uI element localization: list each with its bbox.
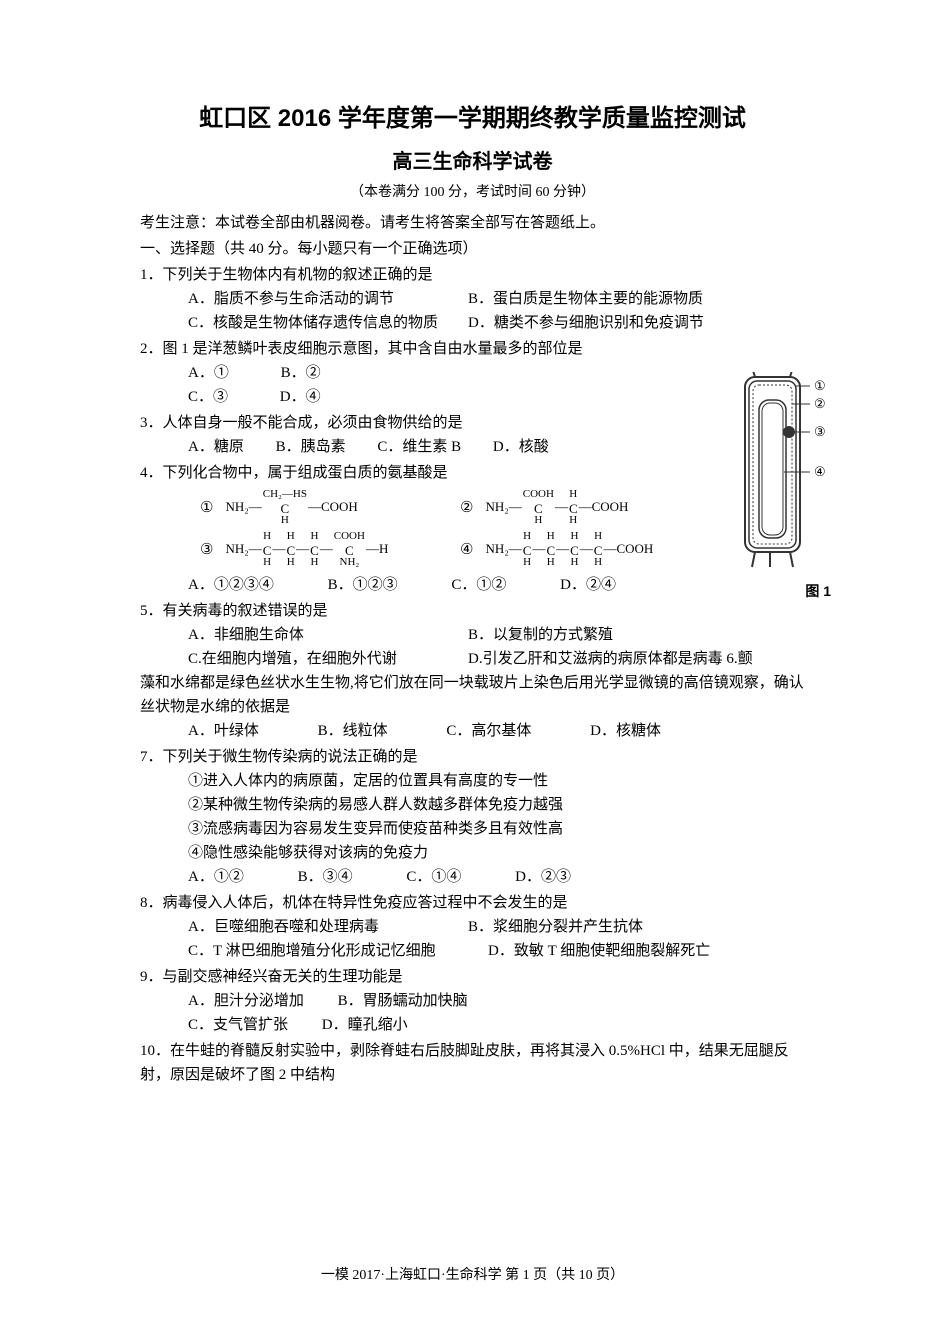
question-1: 1．下列关于生物体内有机物的叙述正确的是 [140,263,805,287]
option-6a: A．叶绿体 [188,719,259,743]
option-8a: A．巨噬细胞吞噬和处理病毒 [188,915,468,939]
formula-num-1: ① [200,496,213,520]
question-6: 藻和水绵都是绿色丝状水生生物,将它们放在同一块载玻片上染色后用光学显微镜的高倍镜… [140,671,805,719]
cell-diagram-icon: ① ② ③ ④ [740,372,835,572]
question-2-options-2: C．③ D．④ [140,385,805,409]
question-4-options: A．①②③④ B．①②③ C．①② D．②④ [140,573,805,597]
notice: 考生注意：本试卷全部由机器阅卷。请考生将答案全部写在答题纸上。 [140,211,805,235]
option-4c: C．①② [451,573,506,597]
option-6c: C．高尔基体 [446,719,531,743]
q7-sub1: ①进入人体内的病原菌，定居的位置具有高度的专一性 [140,769,805,793]
formula-num-2: ② [460,496,473,520]
question-2-options: A．① B．② [140,361,805,385]
question-8: 8．病毒侵入人体后，机体在特异性免疫应答过程中不会发生的是 [140,891,805,915]
question-2: 2．图 1 是洋葱鳞叶表皮细胞示意图，其中含自由水量最多的部位是 [140,337,805,361]
question-6-options: A．叶绿体 B．线粒体 C．高尔基体 D．核糖体 [140,719,805,743]
option-2a: A．① [188,361,229,385]
q7-sub4: ④隐性感染能够获得对该病的免疫力 [140,841,805,865]
formula-4: NH₂— HCH — HCH — HCH — HCH —COOH [485,531,653,569]
option-6d: D．核糖体 [590,719,661,743]
option-1b: B．蛋白质是生物体主要的能源物质 [468,287,703,311]
title-main: 虹口区 2016 学年度第一学期期终教学质量监控测试 [140,100,805,138]
formula-1: NH₂— CH₂—HSCH —COOH [225,489,357,527]
formula-3: NH₂— HCH — HCH — HCH — COOHCNH₂ —H [225,531,388,569]
fig1-marker-2: ② [814,396,826,411]
question-7: 7．下列关于微生物传染病的说法正确的是 [140,745,805,769]
option-2b: B．② [281,361,321,385]
section-heading: 一、选择题（共 40 分。每小题只有一个正确选项） [140,237,805,261]
option-5a: A．非细胞生命体 [188,623,468,647]
option-3c: C．维生素 B [377,435,461,459]
option-7b: B．③④ [298,865,353,889]
question-10: 10．在牛蛙的脊髓反射实验中，剥除脊蛙右后肢脚趾皮肤，再将其浸入 0.5%HCl… [140,1039,805,1087]
question-4: 4．下列化合物中，属于组成蛋白质的氨基酸是 [140,461,805,485]
option-4d: D．②④ [560,573,616,597]
option-4a: A．①②③④ [188,573,274,597]
fig1-marker-3: ③ [814,424,826,439]
chem-formula-row-2: ③ NH₂— HCH — HCH — HCH — COOHCNH₂ —H ④ N… [140,531,805,569]
chem-formula-row-1: ① NH₂— CH₂—HSCH —COOH ② NH₂— COOHCH — HC… [140,489,805,527]
option-1a: A．脂质不参与生命活动的调节 [188,287,468,311]
fig1-marker-4: ④ [814,464,826,479]
question-8-options: A．巨噬细胞吞噬和处理病毒 B．浆细胞分裂并产生抗体 C．T 淋巴细胞增殖分化形… [140,915,805,963]
option-7d: D．②③ [515,865,571,889]
option-3a: A．糖原 [188,435,244,459]
question-9-options-2: C．支气管扩张 D．瞳孔缩小 [140,1013,805,1037]
option-9c: C．支气管扩张 [188,1013,288,1037]
option-5c: C.在细胞内增殖，在细胞外代谢 [188,647,468,671]
title-sub: 高三生命科学试卷 [140,146,805,178]
option-9d: D．瞳孔缩小 [322,1013,408,1037]
q7-sub3: ③流感病毒因为容易发生变异而使疫苗种类多且有效性高 [140,817,805,841]
formula-num-4: ④ [460,538,473,562]
exam-info: （本卷满分 100 分，考试时间 60 分钟） [140,182,805,204]
question-3: 3．人体自身一般不能合成，必须由食物供给的是 [140,411,805,435]
question-3-options: A．糖原 B．胰岛素 C．维生素 B D．核酸 [140,435,805,459]
option-6b: B．线粒体 [318,719,388,743]
option-4b: B．①②③ [328,573,398,597]
option-2c: C．③ [188,385,228,409]
q7-sub2: ②某种微生物传染病的易感人群人数越多群体免疫力越强 [140,793,805,817]
option-8d: D．致敏 T 细胞使靶细胞裂解死亡 [488,939,710,963]
formula-2: NH₂— COOHCH — HCH —COOH [485,489,628,527]
option-2d: D．④ [280,385,321,409]
question-7-options: A．①② B．③④ C．①④ D．②③ [140,865,805,889]
option-3b: B．胰岛素 [276,435,346,459]
option-7a: A．①② [188,865,244,889]
option-1c: C．核酸是生物体储存遗传信息的物质 [188,311,468,335]
question-5-options: A．非细胞生命体 B．以复制的方式繁殖 C.在细胞内增殖，在细胞外代谢 D.引发… [140,623,805,671]
figure-1: ① ② ③ ④ 图 1 [740,372,835,602]
option-5b: B．以复制的方式繁殖 [468,623,613,647]
option-9b: B．胃肠蠕动加快脑 [338,989,468,1013]
formula-num-3: ③ [200,538,213,562]
question-1-options: A．脂质不参与生命活动的调节 B．蛋白质是生物体主要的能源物质 C．核酸是生物体… [140,287,805,335]
page-footer: 一模 2017·上海虹口·生命科学 第 1 页（共 10 页） [0,1265,945,1287]
option-8c: C．T 淋巴细胞增殖分化形成记忆细胞 [188,939,488,963]
question-9: 9．与副交感神经兴奋无关的生理功能是 [140,965,805,989]
option-1d: D．糖类不参与细胞识别和免疫调节 [468,311,704,335]
option-9a: A．胆汁分泌增加 [188,989,304,1013]
option-7c: C．①④ [406,865,461,889]
option-3d: D．核酸 [493,435,549,459]
figure-1-label: 图 1 [740,580,831,602]
option-8b: B．浆细胞分裂并产生抗体 [468,915,643,939]
question-5: 5．有关病毒的叙述错误的是 [140,599,805,623]
fig1-marker-1: ① [814,378,826,393]
option-5d: D.引发乙肝和艾滋病的病原体都是病毒 6.颤 [468,647,753,671]
question-9-options-1: A．胆汁分泌增加 B．胃肠蠕动加快脑 [140,989,805,1013]
